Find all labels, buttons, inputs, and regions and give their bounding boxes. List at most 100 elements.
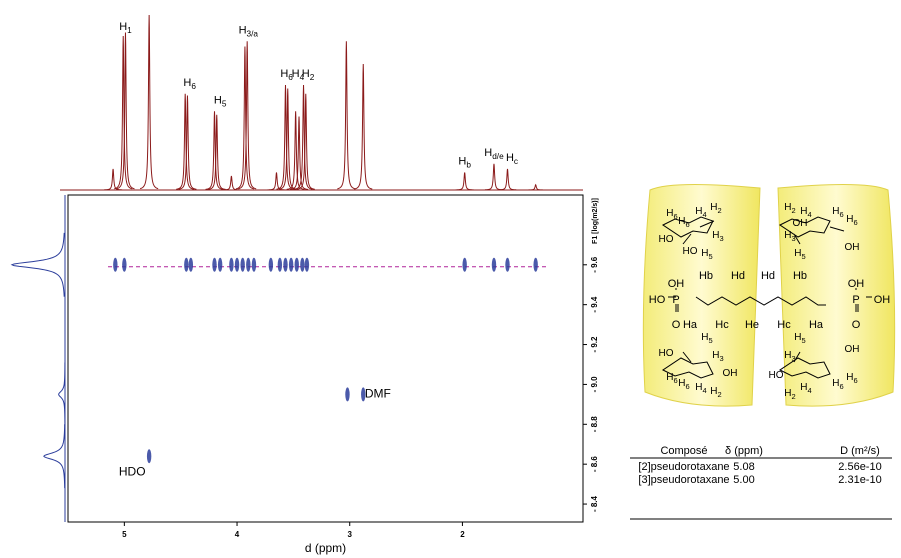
- contour-spot: [246, 257, 251, 272]
- peak-label-sub: 3/a: [247, 29, 259, 38]
- atom-label: Ha: [809, 319, 824, 331]
- table-cell: [2]pseudorotaxane: [638, 461, 729, 473]
- spectrum-peak: [286, 111, 305, 190]
- cd-label-base: H: [800, 206, 807, 217]
- spectrum-peak: [498, 168, 517, 191]
- cd-label: H2: [784, 388, 795, 401]
- atom-label: Hd: [731, 270, 745, 282]
- cd-label-base: H: [712, 230, 719, 241]
- peak-label-base: H: [506, 152, 514, 164]
- cd-label-sub: 2: [718, 390, 722, 399]
- peak-label-sub: 4: [300, 73, 305, 82]
- cd-label-base: H: [695, 382, 702, 393]
- atom-label: OH: [874, 294, 891, 306]
- cd-label-base: H: [678, 216, 685, 227]
- peak-label-base: H: [484, 147, 492, 159]
- cd-label-base: H: [846, 214, 853, 225]
- plot-frame: [67, 194, 584, 523]
- cyclodextrin-right: [777, 183, 896, 407]
- contour-spot: [212, 257, 217, 272]
- table-header: δ (ppm): [725, 445, 763, 457]
- y-tick-label: - 9.2: [590, 336, 599, 353]
- cd-label-base: H: [784, 202, 791, 213]
- contour-spot: [462, 257, 467, 272]
- peak-label-base: H: [119, 21, 127, 33]
- contour-spot: [288, 257, 294, 272]
- cd-label: OH: [793, 218, 808, 229]
- peak-label-base: H: [458, 156, 466, 168]
- y-tick-label: - 9.4: [590, 296, 599, 313]
- cd-label-sub: 5: [709, 336, 713, 345]
- x-tick-label: 4: [235, 530, 240, 539]
- atom-label: He: [745, 319, 759, 331]
- cd-label: HO: [659, 234, 674, 245]
- spectrum-peak: [294, 84, 313, 190]
- cd-label-base: H: [695, 206, 702, 217]
- atom-label: Ha: [683, 319, 698, 331]
- y-tick-label: - 9.0: [590, 376, 599, 393]
- cd-label: H6: [666, 372, 677, 385]
- peak-label-base: H: [239, 24, 247, 36]
- cd-label-sub: 3: [720, 354, 724, 363]
- x-tick-label: 2: [460, 530, 465, 539]
- y-tick-label: - 9.6: [590, 256, 599, 273]
- cd-label-base: H: [846, 372, 853, 383]
- cd-label: OH: [723, 368, 738, 379]
- cd-label: H6: [666, 208, 677, 221]
- contour-spot: [234, 257, 240, 272]
- cd-label: HO: [769, 370, 784, 381]
- table-cell: 5.08: [733, 461, 754, 473]
- cd-label: OH: [845, 242, 860, 253]
- cd-label: H6: [832, 206, 843, 219]
- cd-label: H2: [710, 202, 721, 215]
- cd-label-base: HO: [769, 370, 784, 381]
- spectrum-peak: [337, 41, 356, 190]
- spectrum-peak: [235, 46, 255, 190]
- cd-label-base: HO: [659, 348, 674, 359]
- x-tick-label: 3: [348, 530, 353, 539]
- cd-label-base: H: [800, 382, 807, 393]
- spectrum-peak: [238, 41, 257, 190]
- cd-label: H6: [678, 378, 689, 391]
- peak-label-sub: 6: [288, 73, 293, 82]
- peak-label: Hc: [506, 152, 518, 166]
- table-cell: 2.31e-10: [838, 474, 881, 486]
- spectrum-peak: [267, 172, 286, 191]
- contour-spot: [300, 257, 305, 272]
- cd-label: H5: [701, 248, 712, 261]
- contour-spot: [533, 257, 538, 272]
- peak-label: H5: [214, 94, 227, 108]
- cd-label: H6: [846, 214, 857, 227]
- spectrum-peak: [116, 32, 135, 190]
- cd-label: H3: [712, 230, 723, 243]
- cd-label-sub: 5: [709, 252, 713, 261]
- cd-label-base: H: [784, 230, 791, 241]
- atom-label: P: [852, 294, 859, 306]
- cd-label-base: OH: [845, 344, 860, 355]
- peak-label: H6: [183, 77, 196, 91]
- cd-label: H5: [701, 332, 712, 345]
- atom-label: Hc: [777, 319, 791, 331]
- contour-spot: [277, 257, 283, 272]
- atom-label: HO: [649, 294, 666, 306]
- spectrum-peak: [114, 35, 133, 190]
- cd-label-sub: 4: [703, 386, 707, 395]
- cd-label-base: H: [710, 202, 717, 213]
- peak-label-sub: d/e: [492, 152, 504, 161]
- peak-label: H4: [292, 68, 305, 82]
- contour-spot: [229, 257, 234, 272]
- atom-label: OH: [848, 278, 865, 290]
- atom-label: Hc: [715, 319, 729, 331]
- peak-label-sub: 5: [222, 99, 227, 108]
- projection-peak: [10, 232, 65, 297]
- contour-spot: [113, 257, 118, 272]
- cd-label-sub: 6: [686, 382, 690, 391]
- cd-label: H3: [712, 350, 723, 363]
- peak-label-sub: c: [514, 157, 518, 166]
- table-header: Composé: [660, 445, 707, 457]
- peak-label-base: H: [302, 68, 310, 80]
- y-tick-label: - 8.6: [590, 456, 599, 473]
- cd-label: H6: [846, 372, 857, 385]
- molecule-bonds: [662, 216, 872, 379]
